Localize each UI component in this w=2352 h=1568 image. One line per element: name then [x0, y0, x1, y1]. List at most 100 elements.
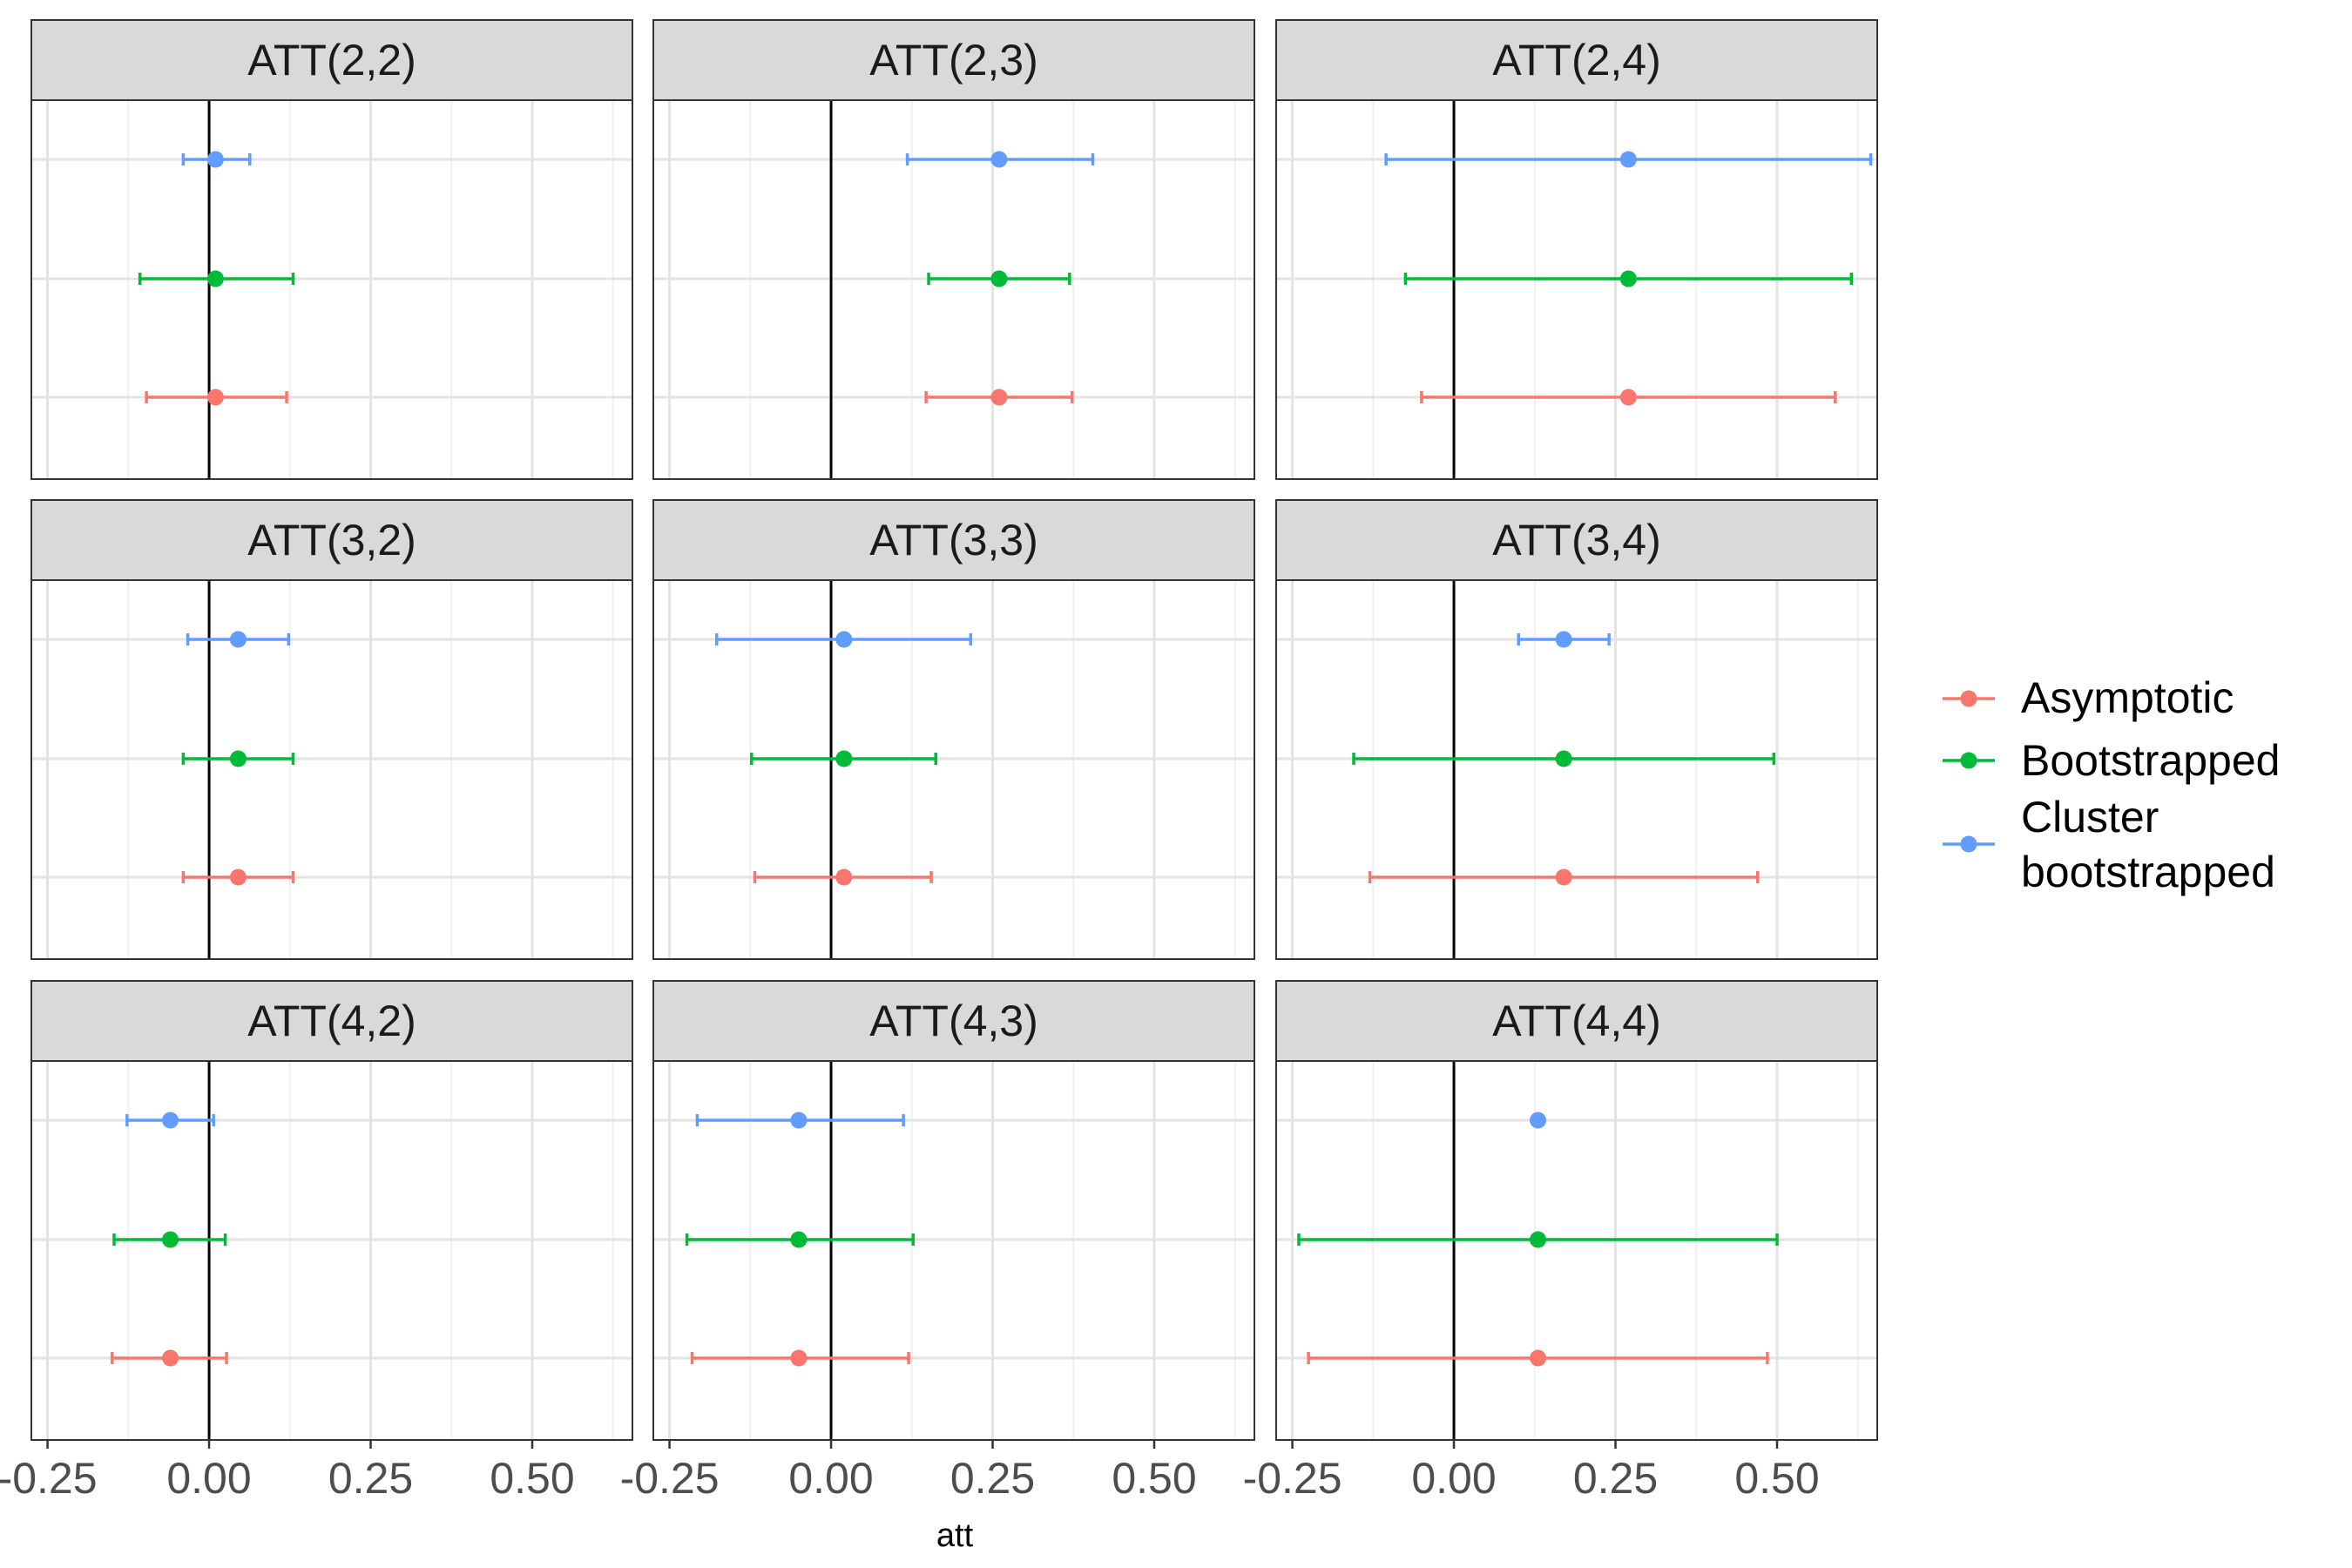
- panel-border: [30, 99, 633, 480]
- plot-area: [653, 100, 1254, 479]
- estimate-point: [162, 1231, 179, 1248]
- x-tick-label: -0.25: [620, 1454, 720, 1503]
- estimate-point: [206, 151, 224, 168]
- facet-title: ATT(2,4): [1492, 36, 1661, 84]
- legend: Asymptotic Bootstrapped Cluster bootstrappe…: [1943, 673, 2280, 896]
- x-axis-label: att: [936, 1517, 974, 1554]
- estimate-point: [162, 1349, 179, 1367]
- legend-label: Asymptotic: [2021, 673, 2234, 722]
- estimate-point: [1555, 750, 1572, 767]
- legend-item: Asymptotic: [1943, 673, 2234, 722]
- facet-title: ATT(4,4): [1492, 997, 1661, 1045]
- panel-border: [30, 579, 633, 960]
- panel-border: [1275, 1060, 1878, 1441]
- facet-title: ATT(4,3): [869, 997, 1038, 1045]
- facet-strip: [652, 980, 1255, 1062]
- facet-panel: ATT(3,2): [30, 499, 633, 960]
- facet-panels: ATT(2,2) ATT(2,3) ATT(2,4) ATT(3,2) ATT(3,3)…: [30, 19, 1878, 1441]
- x-tick-label: 0.25: [328, 1454, 413, 1503]
- estimate-point: [1619, 389, 1637, 406]
- x-axis: -0.25 0.00 0.25 0.50: [1243, 1440, 1820, 1503]
- legend-key-point: [1960, 690, 1977, 707]
- facet-strip: [30, 980, 633, 1062]
- estimate-point: [790, 1231, 808, 1248]
- plot-area: [653, 1061, 1254, 1440]
- facet-strip: [30, 499, 633, 581]
- facet-panel: ATT(2,4): [1275, 19, 1878, 480]
- facet-strip: [652, 499, 1255, 581]
- estimate-point: [835, 750, 853, 767]
- estimate-point: [835, 868, 853, 886]
- x-tick-label: 0.00: [788, 1454, 873, 1503]
- estimate-point: [1619, 270, 1637, 287]
- x-axes: -0.25 0.00 0.25 0.50 -0.25 0.00 0.25 0.50 -0.25 0…: [0, 1440, 1820, 1503]
- panel-border: [1275, 99, 1878, 480]
- estimate-point: [790, 1349, 808, 1367]
- facet-strip: [30, 19, 633, 101]
- panel-border: [1275, 579, 1878, 960]
- facet-panel: ATT(2,2): [30, 19, 633, 480]
- estimate-point: [206, 270, 224, 287]
- plot-area: [31, 1061, 632, 1440]
- estimate-point: [1555, 868, 1572, 886]
- facet-title: ATT(4,2): [247, 997, 416, 1045]
- facet-strip: [652, 19, 1255, 101]
- legend-key-point: [1960, 835, 1977, 853]
- x-tick-label: 0.00: [1411, 1454, 1496, 1503]
- x-tick-label: -0.25: [0, 1454, 98, 1503]
- x-tick-label: 0.25: [950, 1454, 1035, 1503]
- legend-item: Cluster bootstrapped: [1943, 793, 2275, 896]
- legend-item: Bootstrapped: [1943, 736, 2280, 785]
- legend-label: bootstrapped: [2021, 848, 2275, 896]
- x-tick-label: 0.50: [1734, 1454, 1819, 1503]
- estimate-point: [1619, 151, 1637, 168]
- plot-area: [1276, 1061, 1877, 1440]
- facet-panel: ATT(2,3): [652, 19, 1255, 480]
- facet-panel: ATT(4,3): [652, 980, 1255, 1441]
- estimate-point: [990, 151, 1008, 168]
- plot-area: [653, 580, 1254, 959]
- estimate-point: [1555, 631, 1572, 648]
- panel-border: [652, 99, 1255, 480]
- facet-panel: ATT(3,3): [652, 499, 1255, 960]
- estimate-point: [1529, 1231, 1546, 1248]
- estimate-point: [229, 868, 247, 886]
- estimate-point: [162, 1112, 179, 1129]
- plot-area: [1276, 580, 1877, 959]
- estimate-point: [990, 270, 1008, 287]
- x-tick-label: 0.25: [1573, 1454, 1658, 1503]
- estimate-point: [1529, 1349, 1546, 1367]
- facet-title: ATT(3,4): [1492, 516, 1661, 564]
- x-tick-label: -0.25: [1243, 1454, 1342, 1503]
- legend-label: Bootstrapped: [2021, 736, 2280, 785]
- facet-panel: ATT(4,2): [30, 980, 633, 1441]
- estimate-point: [1529, 1112, 1546, 1129]
- estimate-point: [229, 631, 247, 648]
- estimate-point: [229, 750, 247, 767]
- x-tick-label: 0.50: [490, 1454, 574, 1503]
- facet-title: ATT(2,2): [247, 36, 416, 84]
- panel-border: [30, 1060, 633, 1441]
- estimate-point: [835, 631, 853, 648]
- x-tick-label: 0.50: [1112, 1454, 1196, 1503]
- x-axis: -0.25 0.00 0.25 0.50: [620, 1440, 1197, 1503]
- estimate-point: [990, 389, 1008, 406]
- facet-title: ATT(3,3): [869, 516, 1038, 564]
- plot-area: [31, 580, 632, 959]
- estimate-point: [206, 389, 224, 406]
- legend-key-point: [1960, 752, 1977, 769]
- facet-title: ATT(2,3): [869, 36, 1038, 84]
- x-axis: -0.25 0.00 0.25 0.50: [0, 1440, 575, 1503]
- plot-area: [1276, 100, 1877, 479]
- legend-label: Cluster: [2021, 793, 2159, 841]
- facet-title: ATT(3,2): [247, 516, 416, 564]
- panel-border: [652, 579, 1255, 960]
- facet-panel: ATT(3,4): [1275, 499, 1878, 960]
- plot-area: [31, 100, 632, 479]
- panel-border: [652, 1060, 1255, 1441]
- estimate-point: [790, 1112, 808, 1129]
- x-tick-label: 0.00: [166, 1454, 251, 1503]
- facet-strip: [1275, 19, 1878, 101]
- facet-panel: ATT(4,4): [1275, 980, 1878, 1441]
